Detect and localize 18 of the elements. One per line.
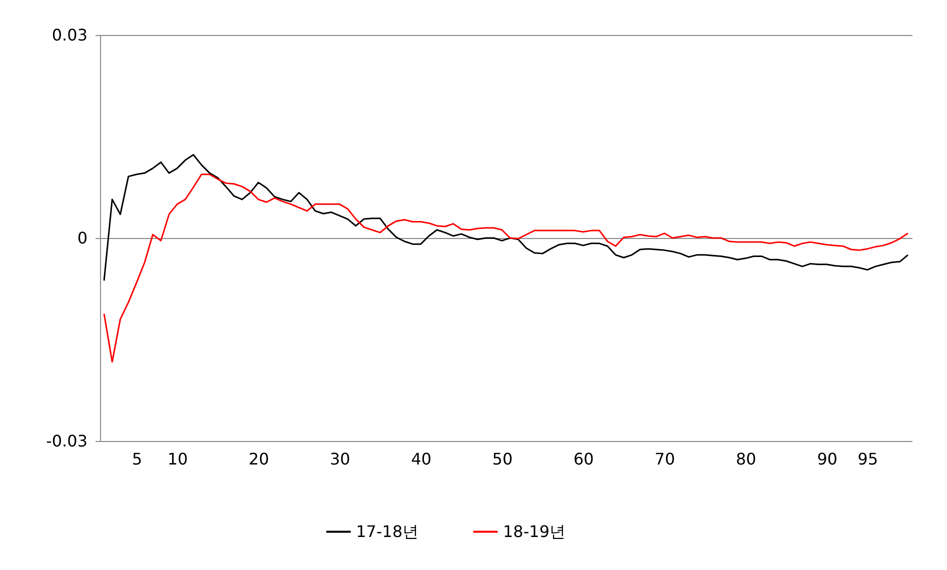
x-tick-label: 40 — [411, 450, 432, 468]
x-tick-label: 80 — [736, 450, 756, 468]
y-tick-label: -0.03 — [46, 432, 88, 450]
y-tick-label: 0 — [77, 228, 88, 248]
x-tick-label: 5 — [132, 450, 142, 468]
x-tick-label: 90 — [817, 450, 838, 468]
x-tick-label: 60 — [573, 450, 594, 468]
x-tick-label: 10 — [167, 450, 188, 468]
line-series — [103, 154, 909, 282]
x-tick-label: 30 — [330, 450, 350, 468]
x-tick-label: 70 — [654, 450, 676, 468]
y-tick-label: 0.03 — [52, 26, 88, 44]
legend-label: 18-19년 — [503, 522, 566, 541]
line-series — [103, 174, 909, 363]
x-tick-label: 50 — [492, 450, 513, 468]
x-tick-label: 95 — [858, 450, 878, 468]
legend-label: 17-18년 — [356, 522, 418, 541]
x-tick-label: 20 — [248, 450, 270, 468]
